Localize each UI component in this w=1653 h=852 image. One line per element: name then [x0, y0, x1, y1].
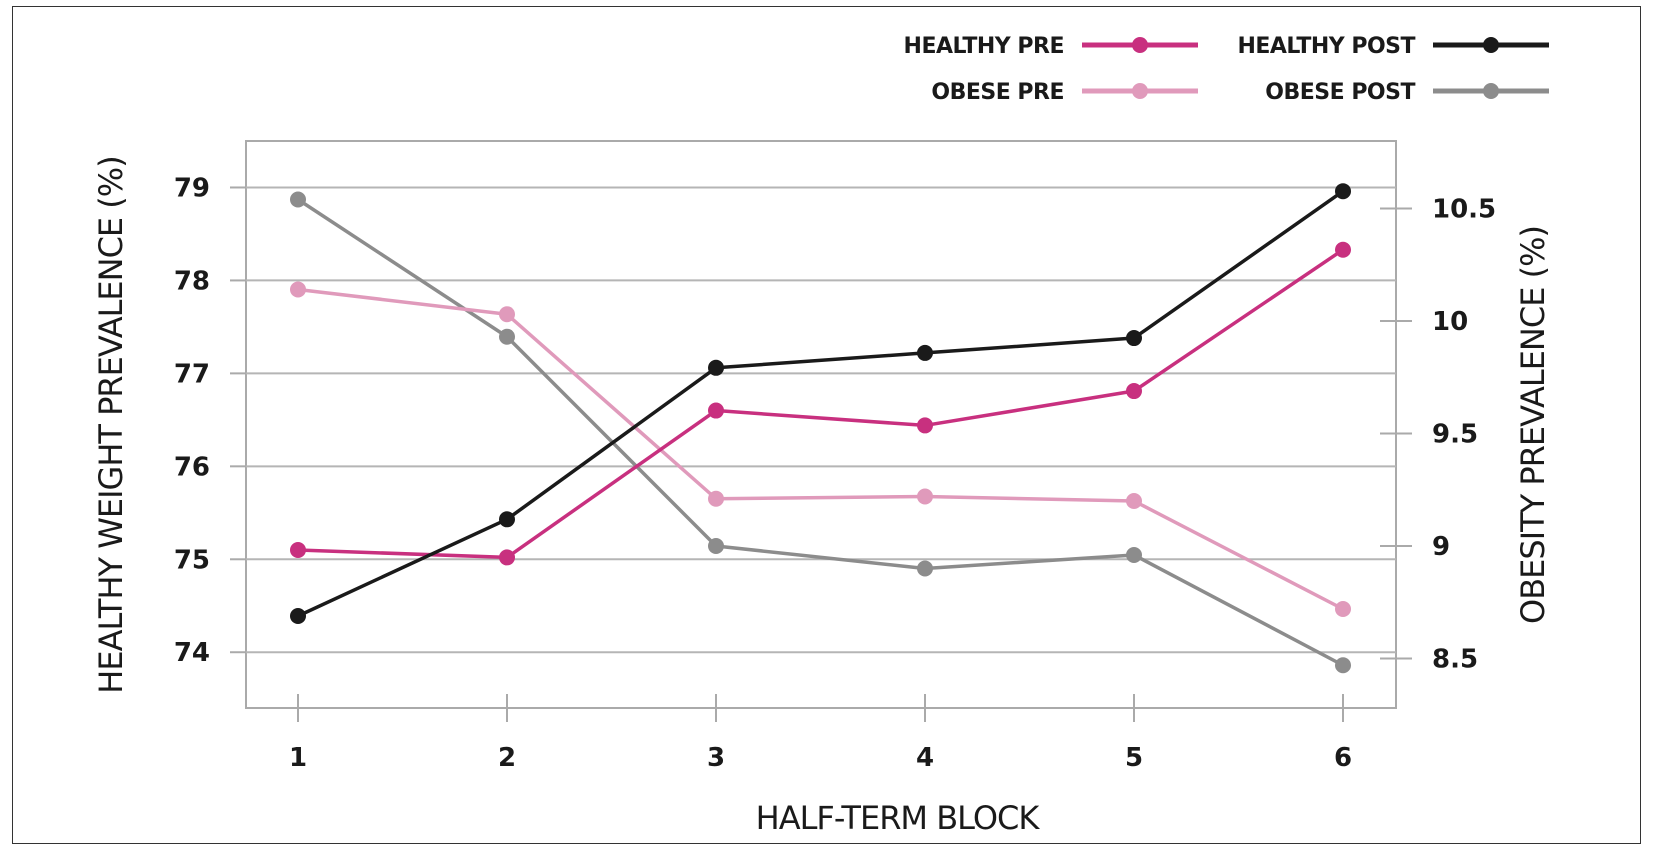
- y-tick-label: 76: [174, 452, 210, 482]
- data-point-healthy-pre: [708, 402, 724, 419]
- legend-swatch-marker: [1483, 83, 1499, 99]
- y-axis-title: HEALTHY WEIGHT PREVALENCE (%): [92, 156, 130, 693]
- x-tick-label: 3: [707, 743, 725, 773]
- data-point-healthy-pre: [499, 549, 515, 566]
- data-point-healthy-post: [499, 511, 515, 528]
- legend-swatch-marker: [1483, 37, 1499, 53]
- y-tick-label: 79: [174, 173, 210, 203]
- y-tick-label: 77: [174, 359, 210, 389]
- series-line-healthy-post: [297, 189, 1345, 618]
- y2-axis-title: OBESITY PREVALENCE (%): [1514, 226, 1552, 624]
- legend-item-obese-pre: OBESE PRE: [931, 80, 1198, 105]
- grid-lines: [246, 186, 1396, 654]
- legend-label: HEALTHY POST: [1237, 34, 1415, 59]
- data-point-obese-pre: [1126, 493, 1142, 509]
- series-line-obese-pre: [297, 287, 1344, 611]
- data-point-obese-pre: [290, 281, 306, 298]
- y2-tick-label: 10: [1432, 307, 1468, 337]
- y2-tick-label: 8.5: [1432, 645, 1478, 675]
- data-point-healthy-post: [708, 359, 724, 376]
- data-point-obese-pre: [1335, 601, 1351, 617]
- legend-label: OBESE POST: [1265, 80, 1415, 105]
- data-point-healthy-post: [1335, 183, 1351, 200]
- x-tick-label: 5: [1125, 743, 1143, 773]
- series-line-healthy-pre: [297, 248, 1344, 560]
- data-point-obese-pre: [917, 488, 933, 505]
- data-point-obese-post: [917, 560, 933, 577]
- y2-tick-label: 9: [1432, 532, 1450, 562]
- y-tick-label: 74: [174, 638, 210, 668]
- data-point-obese-post: [1335, 657, 1351, 674]
- x-axis-title: HALF-TERM BLOCK: [756, 799, 1041, 837]
- x-tick-label: 2: [498, 743, 516, 773]
- legend-item-healthy-pre: HEALTHY PRE: [904, 34, 1198, 59]
- data-point-healthy-post: [1126, 330, 1142, 347]
- y2-tick-label: 10.5: [1432, 195, 1496, 225]
- x-tick-label: 6: [1334, 743, 1352, 773]
- data-point-healthy-pre: [917, 417, 933, 434]
- data-point-obese-post: [290, 191, 306, 208]
- data-point-healthy-pre: [1126, 383, 1142, 400]
- data-point-obese-pre: [708, 490, 724, 507]
- legend-swatch-marker: [1132, 37, 1148, 53]
- data-point-healthy-pre: [290, 541, 306, 558]
- data-point-obese-post: [708, 538, 724, 554]
- data-point-healthy-post: [290, 607, 306, 624]
- legend-swatch-marker: [1132, 83, 1148, 99]
- legend: HEALTHY PRE HEALTHY POST OBESE PRE OBESE PO…: [904, 34, 1549, 105]
- series-line-obese-post: [297, 198, 1344, 667]
- data-point-healthy-pre: [1335, 241, 1351, 258]
- y-tick-label: 78: [174, 266, 210, 296]
- legend-label: OBESE PRE: [931, 80, 1064, 105]
- data-point-obese-post: [1126, 547, 1142, 563]
- plot-area: [245, 140, 1397, 709]
- legend-item-obese-post: OBESE POST: [1265, 80, 1549, 105]
- data-point-obese-post: [499, 328, 515, 345]
- y2-tick-label: 9.5: [1432, 420, 1478, 450]
- axis-ticks: 74 75 76 77 78 79 8.5 9 9.5 10 10.5 1 2 3 4 5 6: [174, 173, 1496, 773]
- x-tick-label: 1: [289, 743, 307, 773]
- series-lines: [290, 183, 1351, 674]
- x-tick-label: 4: [916, 743, 934, 773]
- legend-item-healthy-post: HEALTHY POST: [1237, 34, 1549, 59]
- legend-label: HEALTHY PRE: [904, 34, 1064, 59]
- chart-frame: [12, 6, 1641, 844]
- y-tick-label: 75: [174, 545, 210, 575]
- data-point-obese-pre: [499, 306, 515, 323]
- data-point-healthy-post: [917, 344, 933, 361]
